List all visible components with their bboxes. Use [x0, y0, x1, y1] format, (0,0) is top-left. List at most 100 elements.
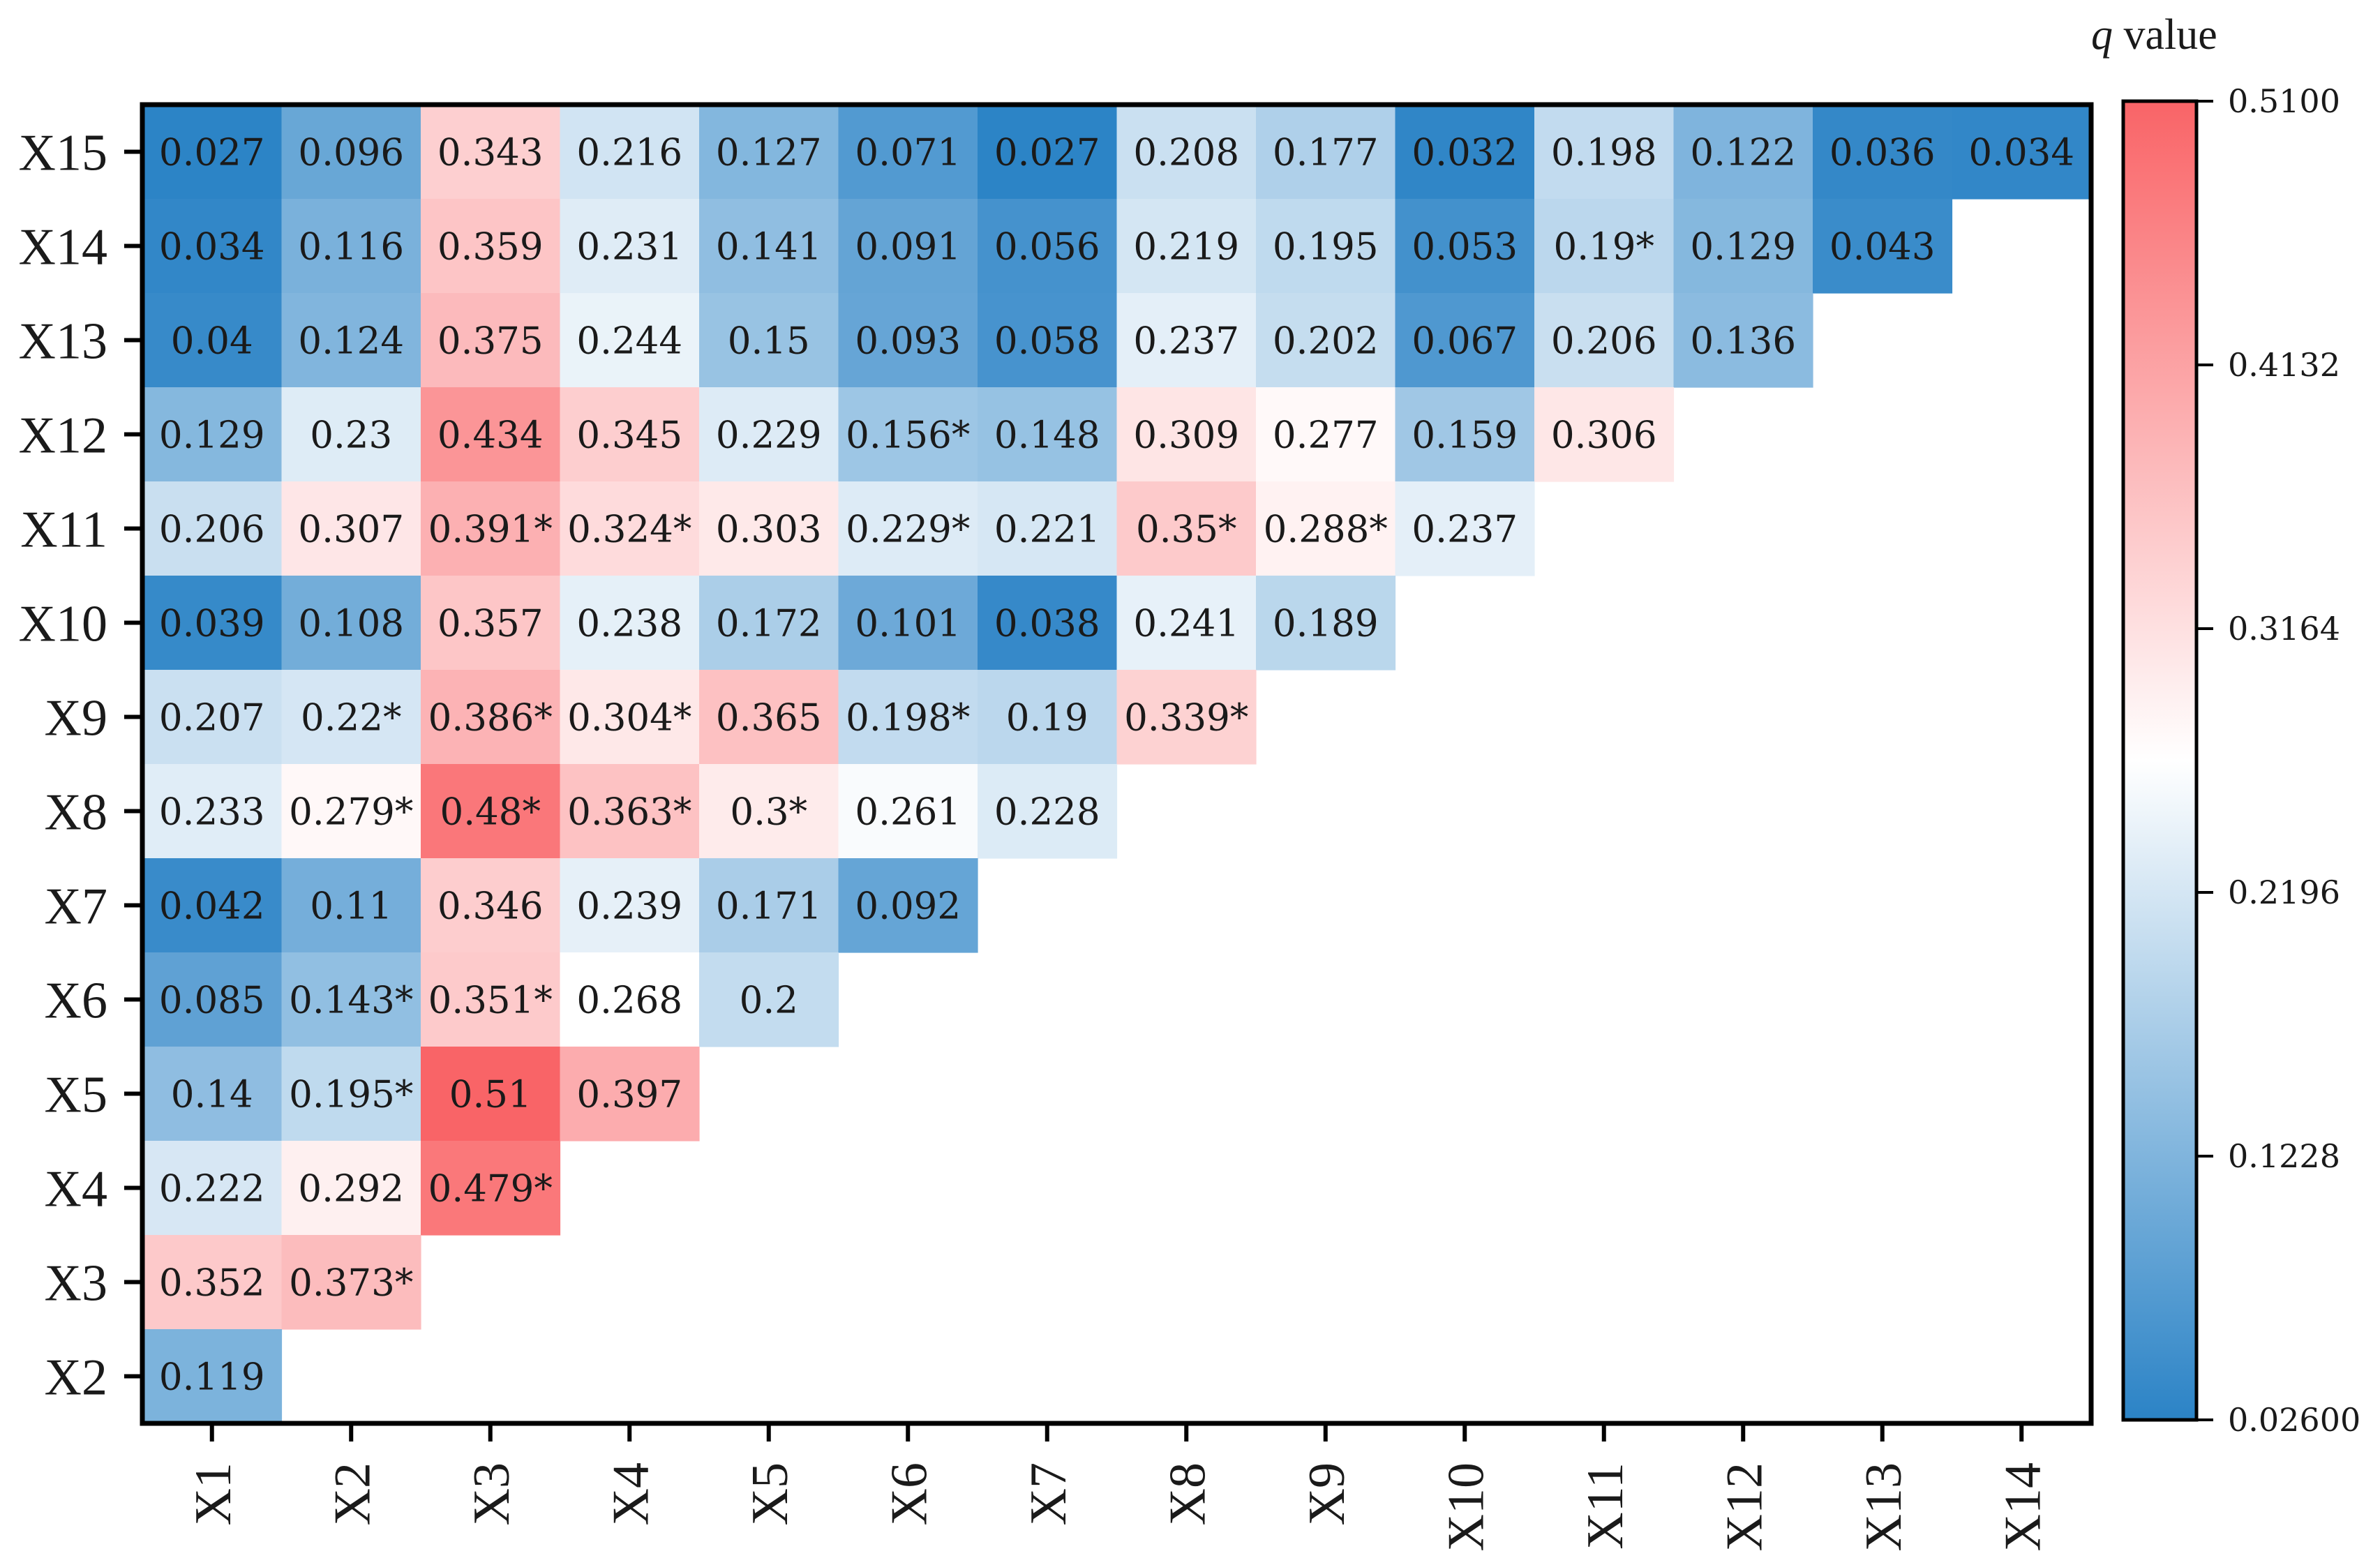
- heatmap-cells: [142, 105, 2092, 1424]
- cell-value-label: 0.195: [1273, 226, 1379, 269]
- heatmap-cell: [281, 199, 421, 294]
- heatmap-cell: [838, 481, 978, 576]
- cell-value-label: 0.365: [716, 697, 822, 740]
- cell-value-label: 0.119: [159, 1356, 265, 1399]
- cell-value-label: 0.307: [298, 509, 404, 551]
- heatmap-cell: [1952, 105, 2092, 200]
- heatmap-cell: [1116, 199, 1257, 294]
- cell-value-label: 0.216: [576, 132, 682, 174]
- cell-value-label: 0.067: [1412, 320, 1518, 363]
- heatmap-cell: [281, 576, 421, 671]
- heatmap-cell: [978, 387, 1118, 482]
- heatmap-cell: [699, 199, 839, 294]
- cell-value-label: 0.207: [159, 697, 265, 740]
- cell-value-label: 0.042: [159, 885, 265, 928]
- heatmap-cell: [142, 1329, 283, 1424]
- x-tick-label: X9: [1298, 1462, 1356, 1525]
- colorbar: 0.5100 0.4132 0.3164 0.2196 0.1228 0.02600 q v…: [2091, 11, 2360, 1439]
- y-tick-label: X2: [45, 1349, 107, 1407]
- heatmap-cell: [560, 952, 700, 1047]
- heatmap-cell: [699, 105, 839, 200]
- y-tick-label: X4: [45, 1161, 107, 1218]
- heatmap-cell: [1813, 105, 1953, 200]
- cell-value-label: 0.159: [1412, 414, 1518, 457]
- heatmap-cell: [699, 293, 839, 388]
- colorbar-gradient: [2121, 99, 2199, 1422]
- cell-value-label: 0.292: [298, 1168, 404, 1211]
- y-tick-label: X5: [45, 1067, 107, 1124]
- cell-value-label: 0.373*: [289, 1262, 413, 1305]
- colorbar-tick-label: 0.3164: [2228, 610, 2340, 647]
- heatmap-cell: [281, 670, 421, 765]
- cell-value-label: 0.219: [1133, 226, 1239, 269]
- heatmap-cell: [1534, 105, 1675, 200]
- cell-value-label: 0.124: [298, 320, 404, 363]
- heatmap-cell: [838, 670, 978, 765]
- heatmap-cell: [1116, 670, 1257, 765]
- heatmap-cell: [838, 387, 978, 482]
- cell-value-label: 0.034: [1968, 132, 2074, 174]
- heatmap-cell: [1256, 481, 1396, 576]
- x-tick-label: X5: [742, 1462, 799, 1525]
- cell-value-label: 0.277: [1273, 414, 1379, 457]
- cell-value-label: 0.027: [994, 132, 1100, 174]
- cell-value-label: 0.229*: [846, 509, 970, 551]
- heatmap-cell: [281, 1047, 421, 1141]
- heatmap-cell: [1395, 199, 1535, 294]
- cell-value-label: 0.15: [728, 320, 810, 363]
- heatmap-cell: [1813, 199, 1953, 294]
- heatmap-cell: [560, 576, 700, 671]
- colorbar-tick-label: 0.4132: [2228, 346, 2340, 384]
- cell-value-label: 0.324*: [567, 509, 691, 551]
- x-tick-label: X8: [1159, 1462, 1216, 1525]
- cell-value-label: 0.375: [437, 320, 544, 363]
- heatmap-cell: [421, 576, 561, 671]
- heatmap-cell: [1534, 387, 1675, 482]
- cell-value-label: 0.391*: [428, 509, 553, 551]
- heatmap-cell: [142, 1235, 283, 1330]
- heatmap-cell: [1673, 105, 1813, 200]
- heatmap-cell: [699, 952, 839, 1047]
- cell-value-label: 0.363*: [567, 791, 691, 834]
- heatmap-cell: [1256, 387, 1396, 482]
- heatmap-cell: [142, 764, 283, 859]
- cell-value-label: 0.345: [576, 414, 682, 457]
- heatmap-cell: [142, 858, 283, 953]
- heatmap-cell: [281, 105, 421, 200]
- x-tick-label: X6: [881, 1462, 938, 1525]
- cell-value-label: 0.261: [855, 791, 961, 834]
- cell-value-label: 0.195*: [289, 1074, 413, 1116]
- heatmap-cell: [1116, 293, 1257, 388]
- cell-value-label: 0.238: [576, 603, 682, 645]
- heatmap-cell: [1395, 481, 1535, 576]
- cell-value-label: 0.206: [159, 509, 265, 551]
- heatmap-cell: [421, 293, 561, 388]
- heatmap-cell: [142, 1047, 283, 1141]
- heatmap-cell: [142, 670, 283, 765]
- heatmap-cell: [1256, 293, 1396, 388]
- colorbar-tick-label: 0.02600: [2228, 1401, 2360, 1439]
- cell-value-label: 0.208: [1133, 132, 1239, 174]
- x-tick-label: X3: [463, 1462, 521, 1525]
- cell-value-label: 0.244: [576, 320, 682, 363]
- y-tick-label: X13: [19, 313, 107, 370]
- cell-value-label: 0.2: [740, 980, 798, 1022]
- y-tick-label: X14: [19, 219, 107, 276]
- cell-value-label: 0.058: [994, 320, 1100, 363]
- heatmap-cell: [978, 481, 1118, 576]
- heatmap-cell: [560, 199, 700, 294]
- cell-value-label: 0.268: [576, 980, 682, 1022]
- cell-value-label: 0.479*: [428, 1168, 553, 1211]
- cell-value-label: 0.036: [1829, 132, 1936, 174]
- heatmap-cell: [699, 858, 839, 953]
- cell-value-label: 0.143*: [289, 980, 413, 1022]
- heatmap-cell: [1116, 105, 1257, 200]
- heatmap-cell: [421, 764, 561, 859]
- heatmap-cell: [560, 481, 700, 576]
- heatmap-cell: [1534, 199, 1675, 294]
- y-tick-label: X12: [19, 407, 107, 465]
- heatmap-cell: [142, 481, 283, 576]
- heatmap-cell: [142, 105, 283, 200]
- heatmap-cell: [421, 105, 561, 200]
